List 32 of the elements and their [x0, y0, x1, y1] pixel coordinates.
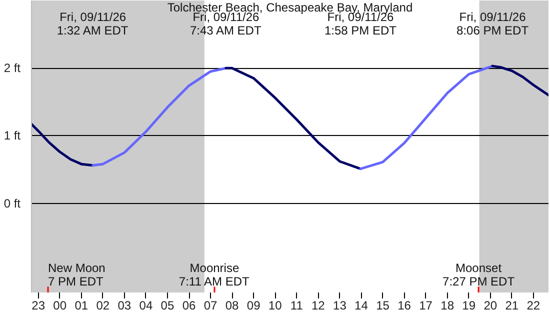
x-tick-label: 07 [204, 298, 218, 312]
y-tick-label: 0 ft [4, 196, 22, 210]
x-tick-label: 16 [398, 298, 412, 312]
annotation: Fri, 09/11/26 1:32 AM EDT [56, 10, 129, 38]
x-tick-label: 05 [160, 298, 174, 312]
ref-line-label: New Moon 7 PM EDT [48, 261, 106, 288]
x-tick-label: 13 [333, 298, 347, 312]
x-tick-label: 21 [505, 298, 519, 312]
x-tick-label: 22 [526, 298, 540, 312]
x-tick-label: 17 [419, 298, 433, 312]
x-tick-label: 10 [268, 298, 282, 312]
x-tick-label: 12 [311, 298, 326, 312]
x-tick-label: 01 [74, 298, 88, 312]
x-tick-label: 00 [53, 298, 67, 312]
x-tick-label: 19 [462, 298, 476, 312]
x-tick-label: 20 [484, 298, 498, 312]
x-tick-label: 02 [96, 298, 110, 312]
x-tick-label: 18 [440, 298, 454, 312]
annotation: Fri, 09/11/26 8:06 PM EDT [456, 10, 530, 38]
x-tick-label: 04 [139, 298, 153, 312]
ref-line-label: Moonset 7:27 PM EDT [442, 261, 516, 288]
x-tick-label: 11 [290, 298, 304, 312]
y-tick-label: 1 ft [4, 128, 22, 143]
x-tick-label: 23 [32, 298, 46, 312]
x-tick-label: 08 [225, 298, 240, 312]
x-tick-label: 14 [354, 298, 368, 312]
x-tick-label: 09 [246, 298, 261, 312]
ref-line-label: Moonrise 7:11 AM EDT [178, 261, 250, 288]
x-tick-label: 06 [182, 298, 196, 312]
x-tick-label: 15 [376, 298, 390, 312]
x-tick-label: 03 [118, 298, 132, 312]
y-tick-label: 2 ft [4, 61, 22, 76]
